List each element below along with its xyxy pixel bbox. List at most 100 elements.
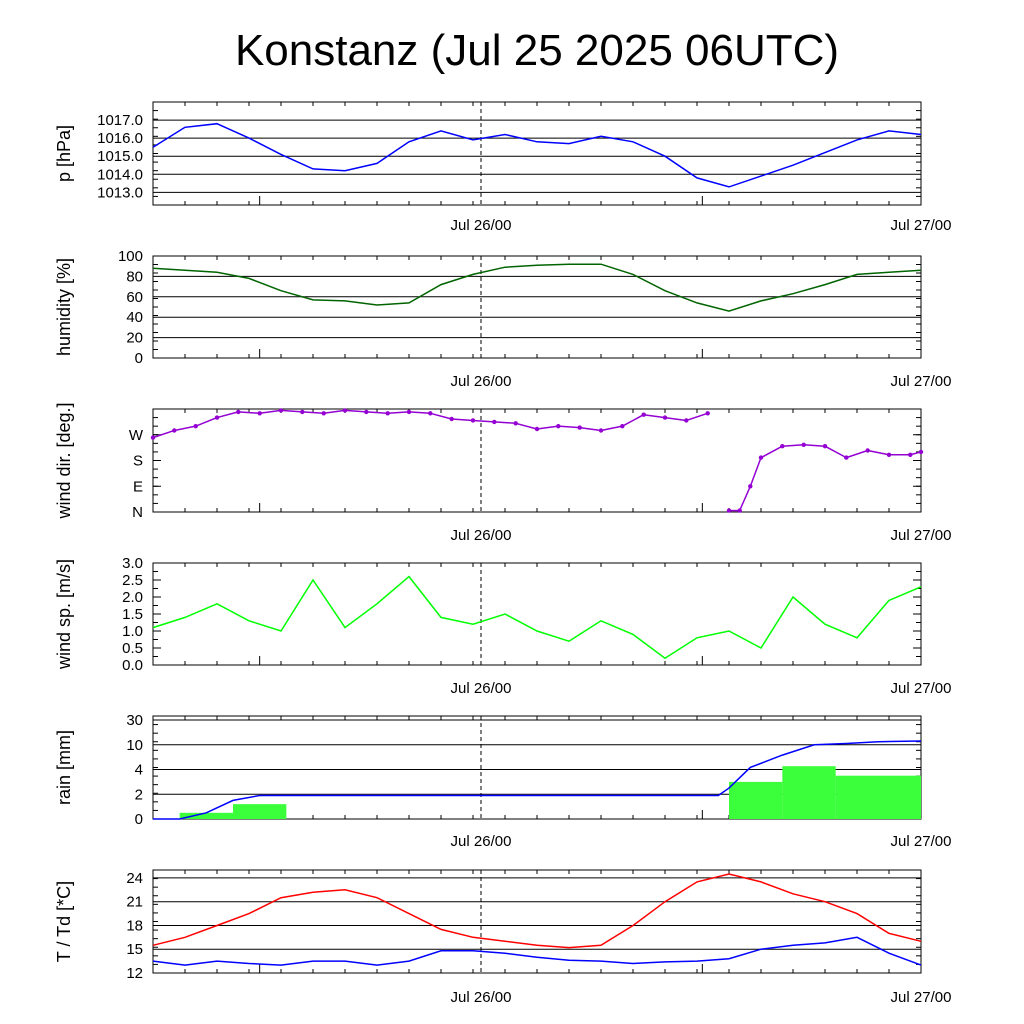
wind-dir-segment (259, 409, 282, 415)
panel-frame (152, 255, 922, 359)
x-tick-label: Jul 26/00 (451, 989, 512, 1006)
wind-dir-segment (760, 445, 783, 459)
y-axis-title: wind sp. [m/s] (54, 559, 74, 670)
panel-frame (152, 562, 922, 666)
wind-dir-segment (152, 429, 175, 439)
wind-dir-segment (824, 445, 847, 459)
chart-title: Konstanz (Jul 25 2025 06UTC) (234, 26, 840, 75)
humidity-line (152, 263, 922, 312)
rain-bar (233, 804, 287, 819)
wind-dir-segment (280, 409, 303, 413)
y-axis-title: wind dir. [deg.] (54, 402, 74, 519)
rain-bar (835, 775, 921, 819)
y-tick-label: 1015.0 (97, 148, 143, 165)
x-tick-label: Jul 26/00 (451, 527, 512, 544)
panel-frame (152, 101, 922, 206)
wind-dir-segment (749, 457, 762, 487)
wind-dir-segment (302, 411, 324, 415)
panel-frame (152, 408, 922, 513)
y-tick-label: 1.5 (122, 606, 143, 623)
wind-dir-segment (387, 411, 410, 415)
wind-dir-segment (451, 418, 474, 422)
y-tick-label: 10 (126, 737, 143, 754)
wind-dir-segment (846, 449, 868, 459)
y-tick-label: E (133, 478, 143, 495)
x-tick-label: Jul 27/00 (891, 527, 952, 544)
y-tick-label: 30 (126, 712, 143, 729)
y-tick-label: 1013.0 (97, 184, 143, 201)
y-axis-title: humidity [%] (54, 258, 74, 356)
y-axis-title: p [hPa] (54, 125, 74, 182)
y-tick-label: 0.0 (122, 657, 143, 674)
wind-dir-segment (621, 414, 645, 427)
x-tick-label: Jul 27/00 (891, 833, 952, 850)
rain-bar (729, 781, 783, 819)
y-tick-label: 2.0 (122, 589, 143, 606)
y-tick-label: 1017.0 (97, 112, 143, 129)
y-tick-label: 80 (126, 268, 143, 285)
y-axis-title: T / Td [*C] (54, 881, 74, 962)
y-tick-label: 20 (126, 330, 143, 347)
y-tick-label: 1014.0 (97, 166, 143, 183)
y-tick-label: 12 (126, 965, 143, 982)
y-tick-label: 3.0 (122, 555, 143, 572)
wind-dir-segment (803, 444, 826, 447)
y-tick-label: 21 (126, 894, 143, 911)
x-tick-label: Jul 26/00 (451, 217, 512, 234)
wind-dir-segment (910, 451, 922, 456)
wind-dir-segment (558, 425, 580, 429)
wind-dir-segment (515, 422, 538, 430)
rain-sum-line (153, 740, 922, 820)
temperature-line (152, 873, 922, 949)
wind-dir-segment (643, 413, 666, 419)
y-tick-label: 100 (118, 248, 143, 265)
rain-bar (179, 812, 233, 819)
wind-dir-segment (344, 409, 367, 413)
wind-dir-segment (472, 419, 495, 423)
wind-dir-segment (782, 444, 804, 447)
wind-dir-segment (536, 425, 559, 430)
y-tick-label: 18 (126, 917, 143, 934)
wind-dir-segment (686, 412, 708, 422)
y-tick-label: 0 (135, 350, 143, 367)
rain-bar (782, 766, 836, 819)
y-tick-label: 40 (126, 309, 143, 326)
y-tick-label: 1.0 (122, 623, 143, 640)
y-tick-label: 2.5 (122, 572, 143, 589)
y-tick-label: 2 (135, 786, 143, 803)
y-tick-label: N (132, 504, 143, 521)
wind-dir-segment (738, 485, 752, 511)
wind-dir-segment (238, 411, 260, 415)
y-axis-title: rain [mm] (54, 730, 74, 805)
wind-dir-segment (494, 421, 516, 425)
x-tick-label: Jul 26/00 (451, 373, 512, 390)
wind-dir-segment (174, 425, 196, 432)
y-tick-label: W (129, 427, 144, 444)
wind-dir-point (342, 408, 348, 413)
y-tick-label: 60 (126, 289, 143, 306)
y-tick-label: 24 (126, 870, 143, 887)
wind-dir-point (278, 408, 284, 413)
y-tick-label: 4 (135, 762, 143, 779)
y-tick-label: 0.5 (122, 640, 143, 657)
wind-dir-point (918, 449, 924, 455)
x-tick-label: Jul 27/00 (891, 217, 952, 234)
x-tick-label: Jul 27/00 (891, 373, 952, 390)
pressure-line (152, 122, 922, 188)
wind-dir-segment (867, 449, 890, 456)
wind-dir-segment (664, 416, 687, 422)
wind-dir-segment (366, 411, 388, 415)
x-tick-label: Jul 26/00 (451, 833, 512, 850)
x-tick-label: Jul 26/00 (451, 680, 512, 697)
wind-dir-point (598, 428, 604, 433)
wind-dir-segment (430, 412, 452, 420)
y-tick-label: S (133, 453, 143, 470)
x-tick-label: Jul 27/00 (891, 989, 952, 1006)
wind-dir-segment (579, 426, 602, 432)
wind-dir-segment (600, 425, 623, 432)
wind-dir-segment (195, 416, 218, 427)
wind-dir-segment (323, 409, 346, 415)
wind-dir-segment (408, 411, 431, 415)
y-tick-label: 1016.0 (97, 130, 143, 147)
